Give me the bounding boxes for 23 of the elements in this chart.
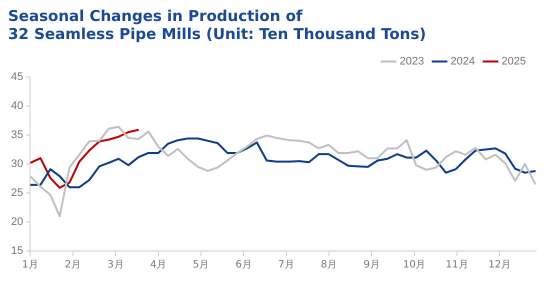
- y-tick-label: 40: [10, 100, 24, 112]
- x-tick-label: 7月: [278, 260, 295, 271]
- x-tick-label: 11月: [446, 260, 468, 271]
- x-tick-label: 4月: [150, 260, 166, 271]
- x-tick-label: 2月: [64, 260, 82, 271]
- x-tick-label: 12月: [488, 260, 512, 271]
- chart-title: Seasonal Changes in Production of 32 Seamless Pipe Mills (Unit: Ten Thousand Tons): [8, 6, 426, 43]
- y-tick-label: 20: [10, 216, 24, 228]
- y-tick-label: 15: [10, 245, 24, 258]
- x-tick-label: 9月: [363, 260, 380, 271]
- y-tick-label: 30: [10, 158, 24, 170]
- legend-label: 2024: [450, 56, 476, 68]
- x-tick-label: 1月: [22, 260, 38, 271]
- x-tick-label: 5月: [192, 260, 210, 271]
- x-tick-label: 6月: [235, 260, 252, 271]
- x-tick-label: 10月: [402, 260, 426, 271]
- legend-label: 2025: [502, 56, 526, 68]
- x-tick-label: 3月: [107, 260, 124, 271]
- y-tick-label: 25: [10, 187, 24, 200]
- y-tick-label: 45: [10, 71, 24, 84]
- y-tick-label: 35: [10, 129, 24, 142]
- legend-label: 2023: [400, 56, 424, 68]
- x-tick-label: 8月: [320, 260, 338, 271]
